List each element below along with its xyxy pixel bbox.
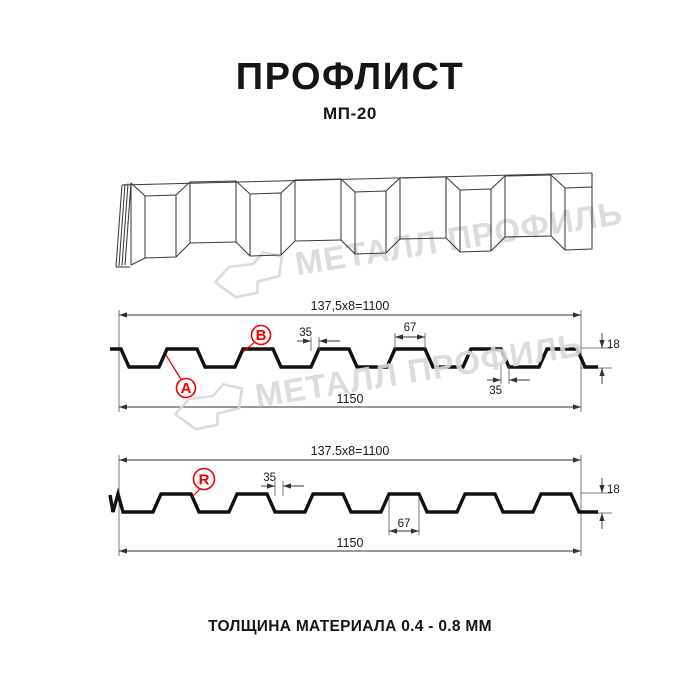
- dimension-height-top: 18: [599, 333, 620, 384]
- dimension-gap-upper-top: 35: [297, 327, 340, 351]
- dimension-rib-width-top-label: 67: [404, 322, 417, 334]
- marker-a-label: A: [181, 380, 192, 397]
- dimension-gap-upper-bottom: 35: [261, 472, 304, 496]
- dimension-bottom-span-bottom-label: 1150: [337, 536, 364, 550]
- dimension-gap-upper-bottom-label: 35: [263, 472, 276, 484]
- marker-a: A: [165, 354, 197, 399]
- profile-outline-top: [110, 347, 598, 369]
- extension-lines-bottom: [118, 455, 612, 556]
- dimension-bottom-span-top-label: 1150: [337, 392, 364, 406]
- marker-b-label: B: [256, 327, 267, 344]
- marker-r: R: [191, 467, 216, 498]
- watermark-lower: МЕТАЛЛ ПРОФИЛЬ: [173, 326, 585, 431]
- metal-profile-logo-icon: [213, 250, 284, 299]
- watermark-upper: МЕТАЛЛ ПРОФИЛЬ: [213, 194, 625, 299]
- cross-section-top: 137,5x8=1100 A B 35: [110, 299, 620, 412]
- dimension-rib-width-top: 67: [394, 322, 426, 349]
- watermark-text: МЕТАЛЛ ПРОФИЛЬ: [252, 326, 585, 414]
- marker-b: B: [242, 324, 272, 353]
- cross-section-bottom: 137.5x8=1100 R 35 67: [108, 444, 620, 556]
- dimension-top-span-bottom-label: 137.5x8=1100: [311, 444, 390, 458]
- dimension-rib-width-bottom-label: 67: [398, 518, 411, 530]
- dimension-bottom-span-top: 1150: [119, 392, 581, 410]
- dimension-bottom-span-bottom: 1150: [119, 536, 581, 554]
- profiled-sheet-isometric: [115, 172, 593, 268]
- dimension-top-span: 137,5x8=1100: [119, 299, 581, 318]
- marker-r-label: R: [199, 472, 210, 489]
- profile-outline-bottom: [108, 487, 598, 514]
- dimension-height-bottom-label: 18: [607, 484, 620, 496]
- dimension-top-span-label: 137,5x8=1100: [311, 299, 390, 313]
- watermark-text: МЕТАЛЛ ПРОФИЛЬ: [292, 194, 625, 282]
- dimension-rib-width-bottom: 67: [388, 496, 420, 535]
- dimension-height-top-label: 18: [607, 339, 620, 351]
- dimension-gap-lower-top-label: 35: [489, 385, 502, 397]
- dimension-top-span-bottom: 137.5x8=1100: [119, 444, 581, 463]
- dimension-gap-lower-top: 35: [487, 365, 530, 397]
- metal-profile-logo-icon: [173, 382, 244, 431]
- dimension-gap-upper-top-label: 35: [299, 327, 312, 339]
- dimension-height-bottom: 18: [599, 478, 620, 529]
